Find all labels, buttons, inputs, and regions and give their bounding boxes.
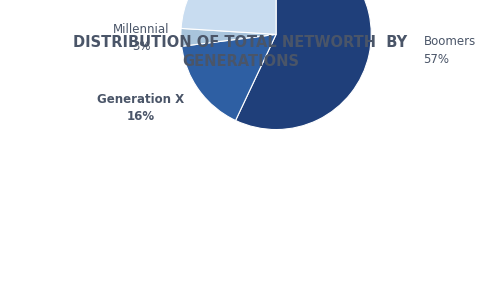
Text: Generation X: Generation X [97, 92, 184, 105]
Text: Millennial: Millennial [112, 23, 169, 36]
Text: 57%: 57% [423, 53, 449, 66]
Wedge shape [235, 0, 371, 129]
Text: Boomers: Boomers [423, 36, 475, 49]
Wedge shape [181, 34, 276, 121]
Wedge shape [180, 28, 276, 46]
Wedge shape [181, 0, 276, 34]
Text: 3%: 3% [132, 40, 150, 53]
Text: 16%: 16% [127, 110, 155, 123]
Text: DISTRIBUTION OF TOTAL NETWORTH  BY
GENERATIONS: DISTRIBUTION OF TOTAL NETWORTH BY GENERA… [73, 35, 407, 69]
